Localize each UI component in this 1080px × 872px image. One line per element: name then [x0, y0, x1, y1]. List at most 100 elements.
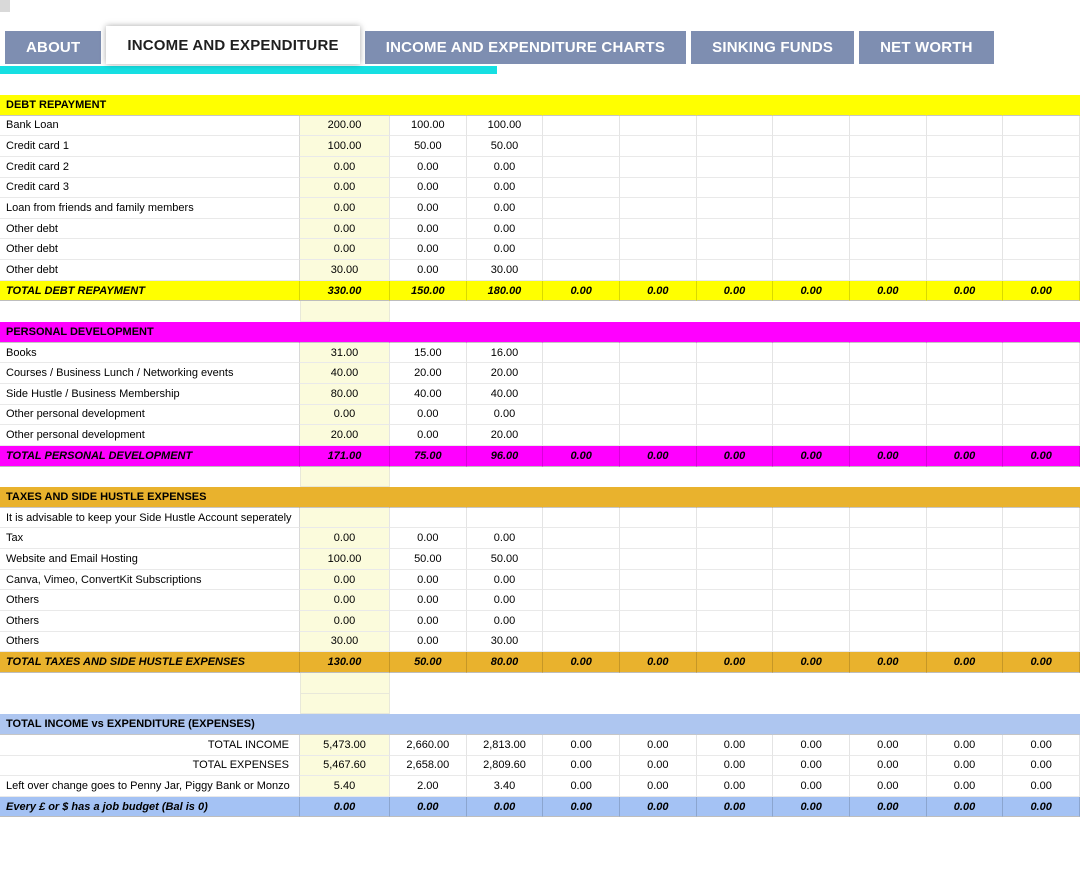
value-cell[interactable]: [619, 631, 697, 653]
value-cell[interactable]: [543, 239, 620, 261]
value-cell[interactable]: [543, 487, 620, 508]
value-cell[interactable]: [1003, 177, 1080, 199]
value-cell[interactable]: [619, 425, 697, 446]
value-cell[interactable]: [466, 322, 544, 343]
value-cell[interactable]: [926, 425, 1004, 446]
value-cell[interactable]: 20.00: [390, 363, 467, 384]
value-cell[interactable]: [390, 467, 467, 488]
value-cell[interactable]: [696, 714, 774, 735]
value-cell[interactable]: 0.00: [300, 239, 390, 261]
value-cell[interactable]: 0.00: [300, 569, 390, 591]
value-cell[interactable]: 0.00: [466, 198, 544, 219]
value-cell[interactable]: [543, 156, 620, 178]
value-cell[interactable]: 30.00: [300, 260, 390, 281]
value-cell[interactable]: [927, 467, 1004, 488]
value-cell[interactable]: 0.00: [1003, 776, 1080, 797]
row-label-cell[interactable]: TOTAL INCOME: [0, 734, 300, 756]
value-cell[interactable]: 0.00: [773, 776, 850, 797]
value-cell[interactable]: [619, 239, 697, 261]
value-cell[interactable]: 0.00: [773, 280, 850, 302]
value-cell[interactable]: 0.00: [300, 218, 390, 240]
value-cell[interactable]: [543, 467, 620, 488]
value-cell[interactable]: 0.00: [696, 280, 774, 302]
value-cell[interactable]: 0.00: [773, 796, 850, 818]
value-cell[interactable]: 50.00: [390, 549, 467, 570]
value-cell[interactable]: 0.00: [390, 239, 467, 261]
value-cell[interactable]: [390, 301, 467, 322]
value-cell[interactable]: 100.00: [390, 115, 467, 137]
value-cell[interactable]: 0.00: [466, 796, 544, 818]
value-cell[interactable]: 0.00: [300, 590, 390, 612]
value-cell[interactable]: [543, 507, 620, 529]
row-label-cell[interactable]: Tax: [0, 528, 300, 550]
value-cell[interactable]: 50.00: [466, 549, 544, 570]
value-cell[interactable]: [926, 95, 1004, 116]
value-cell[interactable]: [390, 322, 467, 343]
value-cell[interactable]: 0.00: [849, 652, 927, 673]
value-cell[interactable]: [619, 342, 697, 364]
value-cell[interactable]: [696, 631, 774, 653]
value-cell[interactable]: [850, 467, 927, 488]
row-label-cell[interactable]: [0, 694, 300, 715]
value-cell[interactable]: [773, 115, 850, 137]
value-cell[interactable]: [543, 383, 620, 405]
value-cell[interactable]: [773, 611, 850, 632]
value-cell[interactable]: [390, 95, 467, 116]
value-cell[interactable]: 0.00: [1003, 755, 1080, 777]
value-cell[interactable]: 0.00: [300, 528, 390, 550]
value-cell[interactable]: [1003, 590, 1080, 612]
value-cell[interactable]: 2,660.00: [390, 734, 467, 756]
value-cell[interactable]: [849, 569, 927, 591]
value-cell[interactable]: 40.00: [466, 383, 544, 405]
value-cell[interactable]: 0.00: [543, 796, 620, 818]
value-cell[interactable]: 0.00: [390, 425, 467, 446]
value-cell[interactable]: 0.00: [926, 652, 1004, 673]
value-cell[interactable]: [849, 342, 927, 364]
row-label-cell[interactable]: TAXES AND SIDE HUSTLE EXPENSES: [0, 487, 300, 508]
value-cell[interactable]: [466, 95, 544, 116]
value-cell[interactable]: [773, 342, 850, 364]
value-cell[interactable]: [773, 177, 850, 199]
value-cell[interactable]: 0.00: [926, 796, 1004, 818]
value-cell[interactable]: [773, 528, 850, 550]
value-cell[interactable]: [1003, 363, 1080, 384]
value-cell[interactable]: 0.00: [773, 445, 850, 467]
value-cell[interactable]: 16.00: [466, 342, 544, 364]
row-label-cell[interactable]: PERSONAL DEVELOPMENT: [0, 322, 300, 343]
value-cell[interactable]: [926, 239, 1004, 261]
value-cell[interactable]: 0.00: [619, 734, 697, 756]
value-cell[interactable]: [300, 714, 390, 735]
value-cell[interactable]: 0.00: [390, 631, 467, 653]
value-cell[interactable]: [773, 467, 850, 488]
value-cell[interactable]: 0.00: [543, 776, 620, 797]
value-cell[interactable]: [849, 404, 927, 426]
value-cell[interactable]: [1003, 198, 1080, 219]
value-cell[interactable]: [696, 198, 774, 219]
value-cell[interactable]: [773, 218, 850, 240]
value-cell[interactable]: 0.00: [696, 652, 774, 673]
row-label-cell[interactable]: Credit card 1: [0, 136, 300, 157]
value-cell[interactable]: 0.00: [696, 755, 774, 777]
value-cell[interactable]: [619, 177, 697, 199]
value-cell[interactable]: [849, 549, 927, 570]
value-cell[interactable]: 0.00: [1003, 445, 1080, 467]
value-cell[interactable]: [543, 673, 620, 694]
value-cell[interactable]: [619, 363, 697, 384]
value-cell[interactable]: 2,658.00: [390, 755, 467, 777]
value-cell[interactable]: [619, 487, 697, 508]
row-label-cell[interactable]: Loan from friends and family members: [0, 198, 300, 219]
value-cell[interactable]: [467, 694, 544, 715]
value-cell[interactable]: [773, 260, 850, 281]
row-label-cell[interactable]: TOTAL DEBT REPAYMENT: [0, 280, 300, 302]
value-cell[interactable]: [773, 156, 850, 178]
value-cell[interactable]: 0.00: [390, 198, 467, 219]
value-cell[interactable]: [849, 714, 927, 735]
row-label-cell[interactable]: Others: [0, 590, 300, 612]
value-cell[interactable]: [543, 549, 620, 570]
value-cell[interactable]: 0.00: [390, 404, 467, 426]
value-cell[interactable]: 171.00: [300, 445, 390, 467]
value-cell[interactable]: [697, 694, 774, 715]
value-cell[interactable]: 0.00: [926, 755, 1004, 777]
value-cell[interactable]: [696, 95, 774, 116]
value-cell[interactable]: [390, 673, 467, 694]
